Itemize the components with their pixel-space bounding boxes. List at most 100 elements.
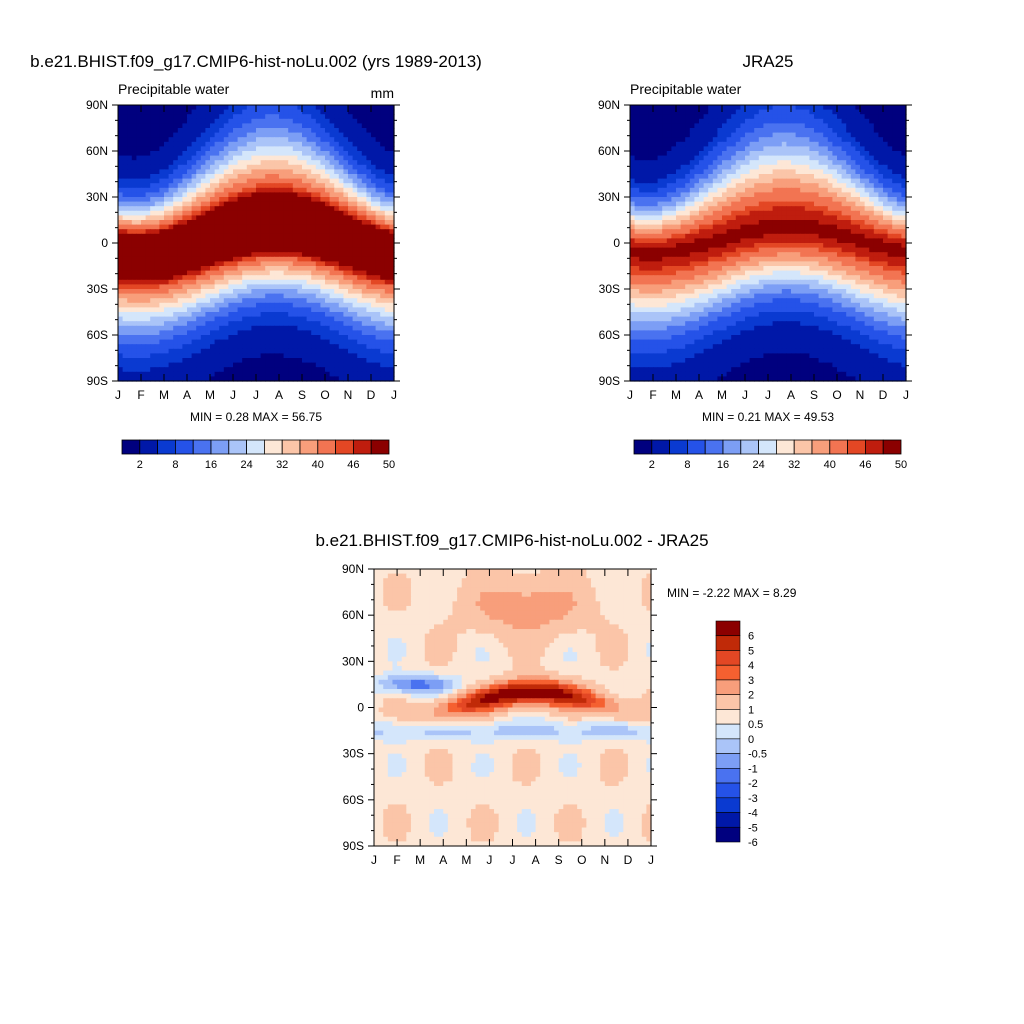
model-cell [219, 224, 225, 230]
model-cell [228, 201, 234, 207]
model-cell [173, 192, 179, 198]
model-cell [348, 151, 354, 157]
model-cell [338, 256, 344, 262]
model-cell [127, 298, 133, 304]
model-cell [384, 376, 390, 382]
model-cell [320, 206, 326, 212]
model-cell [246, 118, 252, 124]
model-cell [334, 261, 340, 267]
model-cell [366, 321, 372, 327]
model-cell [279, 151, 285, 157]
jra25-cell [804, 109, 810, 115]
jra25-cell [869, 105, 875, 111]
model-cell [366, 183, 372, 189]
model-cell [159, 238, 165, 244]
jra25-cell [855, 118, 861, 124]
model-cell [265, 362, 271, 368]
jra25-cell [676, 197, 682, 203]
model-cell [288, 105, 294, 111]
model-cell [329, 233, 335, 239]
model-cell [288, 220, 294, 226]
jra25-cell [887, 169, 893, 175]
model-cell [371, 270, 377, 276]
jra25-cell [846, 192, 852, 198]
model-cell [274, 330, 280, 336]
model-cell [136, 238, 142, 244]
model-cell [288, 178, 294, 184]
model-cell [233, 132, 239, 138]
model-cell [274, 353, 280, 359]
model-cell [122, 137, 128, 143]
model-cell [357, 224, 363, 230]
model-cell [375, 201, 381, 207]
jra25-cell [832, 197, 838, 203]
model-cell [150, 266, 156, 272]
model-cell [251, 151, 257, 157]
model-cell [191, 252, 197, 258]
jra25-cell [869, 151, 875, 157]
model-cell [154, 210, 160, 216]
jra25-cell [717, 109, 723, 115]
model-cell [288, 128, 294, 134]
model-cell [173, 105, 179, 111]
model-cell [297, 229, 303, 235]
jra25-cell [892, 123, 898, 129]
model-cell [136, 279, 142, 285]
jra25-cell [703, 105, 709, 111]
model-cell [150, 371, 156, 377]
model-cell [173, 298, 179, 304]
model-cell [366, 160, 372, 166]
jra25-cell [809, 174, 815, 180]
jra25-cell [662, 183, 668, 189]
jra25-cell [800, 164, 806, 170]
model-cell [375, 183, 381, 189]
jra25-cell [657, 155, 663, 161]
model-cell [306, 155, 312, 161]
jra25-cell [850, 109, 856, 115]
model-cell [329, 169, 335, 175]
model-cell [292, 137, 298, 143]
model-cell [384, 353, 390, 359]
jra25-cell [648, 151, 654, 157]
model-cell [145, 339, 151, 345]
jra25-cell [850, 178, 856, 184]
model-cell [343, 335, 349, 341]
model-cell [182, 339, 188, 345]
jra25-cell [653, 109, 659, 115]
model-cell [371, 243, 377, 249]
model-cell [329, 321, 335, 327]
jra25-cell [873, 178, 879, 184]
jra25-cell [694, 141, 700, 147]
model-cell [228, 114, 234, 120]
model-cell [315, 362, 321, 368]
model-cell [210, 266, 216, 272]
model-cell [375, 371, 381, 377]
jra25-cell [745, 146, 751, 152]
jra25-cell [740, 174, 746, 180]
model-cell [320, 105, 326, 111]
model-cell [164, 192, 170, 198]
model-cell [380, 151, 386, 157]
jra25-cell [846, 183, 852, 189]
model-cell [325, 146, 331, 152]
model-cell [265, 206, 271, 212]
model-cell [200, 371, 206, 377]
model-cell [274, 192, 280, 198]
model-cell [168, 256, 174, 262]
model-cell [288, 160, 294, 166]
jra25-cell [818, 160, 824, 166]
model-cell [223, 215, 229, 221]
jra25-cell [763, 109, 769, 115]
model-cell [168, 247, 174, 253]
model-cell [389, 307, 395, 313]
model-cell [334, 376, 340, 382]
model-cell [265, 132, 271, 138]
model-cell [191, 141, 197, 147]
model-cell [325, 321, 331, 327]
model-cell [260, 118, 266, 124]
model-cell [338, 164, 344, 170]
model-cell [256, 256, 262, 262]
model-cell [228, 339, 234, 345]
model-cell [384, 118, 390, 124]
model-cell [361, 367, 367, 373]
